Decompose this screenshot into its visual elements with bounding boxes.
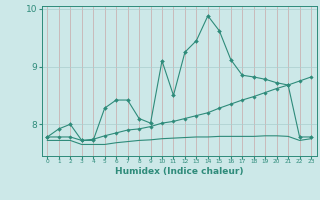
X-axis label: Humidex (Indice chaleur): Humidex (Indice chaleur) [115,167,244,176]
